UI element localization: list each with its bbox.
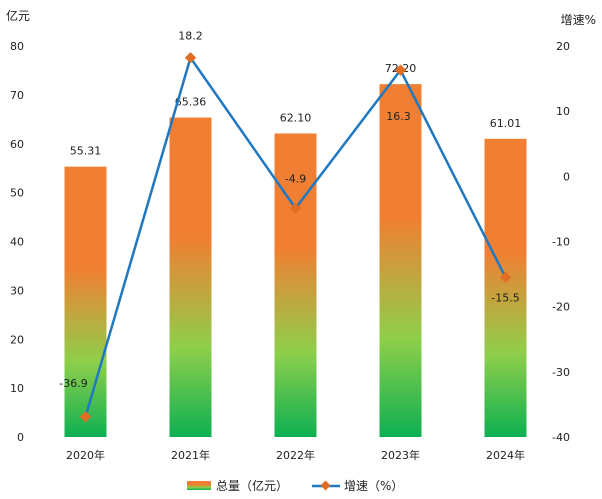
y-left-tick-label-2: 20 (10, 333, 24, 346)
y-left-axis-title: 亿元 (6, 8, 30, 23)
bar-4 (484, 138, 527, 437)
line-point-4 (499, 271, 512, 283)
legend-label-line: 增速（%） (344, 479, 403, 493)
y-left-tick-label-3: 30 (10, 284, 24, 297)
y-left-tick-label-5: 50 (10, 187, 24, 200)
y-right-tick-label-0: -40 (552, 431, 570, 444)
y-right-tick-label-3: -10 (552, 236, 570, 249)
y-left-tick-label-6: 60 (10, 138, 24, 151)
x-tick-labels: 2020年 2021年 2022年 2023年 2024年 (66, 448, 525, 462)
legend-swatch-bar (187, 481, 211, 490)
y-right-tick-label-5: 10 (556, 105, 570, 118)
y-right-tick-label-4: 0 (563, 170, 570, 183)
x-tick-label-0: 2020年 (66, 448, 105, 462)
bar-0 (64, 166, 107, 438)
legend-swatch-marker (320, 480, 331, 491)
y-left-tick-label-1: 10 (10, 382, 24, 395)
y-left-tick-label-0: 0 (17, 431, 24, 444)
y-right-axis-title: 增速% (561, 13, 596, 27)
bar-1 (169, 117, 212, 437)
legend-label-bar: 总量（亿元） (216, 478, 288, 493)
y-right-tick-label-6: 20 (556, 40, 570, 53)
legend: 总量（亿元） 增速（%） (187, 478, 403, 493)
line-label-2: -4.9 (285, 172, 306, 185)
y-right-tick-labels: -40 -30 -20 -10 0 10 20 (552, 40, 570, 444)
x-tick-label-2: 2022年 (276, 448, 315, 462)
line-point-2 (289, 202, 302, 214)
y-right-tick-label-1: -30 (552, 366, 570, 379)
line-series: -36.9 18.2 -4.9 16.3 -15.5 (59, 30, 520, 423)
line-label-1: 18.2 (178, 30, 203, 43)
x-tick-label-1: 2021年 (171, 448, 210, 462)
x-tick-label-3: 2023年 (381, 448, 420, 462)
bar-label-2: 62.10 (280, 111, 312, 124)
y-left-tick-labels: 0 10 20 30 40 50 60 70 80 (10, 40, 24, 444)
line-label-3: 16.3 (386, 110, 411, 123)
line-point-1 (184, 52, 197, 64)
bar-label-1: 65.36 (175, 96, 207, 109)
bar-3 (379, 84, 422, 437)
y-right-tick-label-2: -20 (552, 301, 570, 314)
bar-label-0: 55.31 (70, 145, 102, 158)
bar-2 (274, 133, 317, 437)
line-label-0: -36.9 (59, 377, 87, 390)
y-left-tick-label-8: 80 (10, 40, 24, 53)
y-left-tick-label-4: 40 (10, 236, 24, 249)
y-left-tick-label-7: 70 (10, 89, 24, 102)
line-label-4: -15.5 (491, 291, 519, 304)
bar-label-4: 61.01 (490, 117, 522, 130)
x-tick-label-4: 2024年 (486, 448, 525, 462)
